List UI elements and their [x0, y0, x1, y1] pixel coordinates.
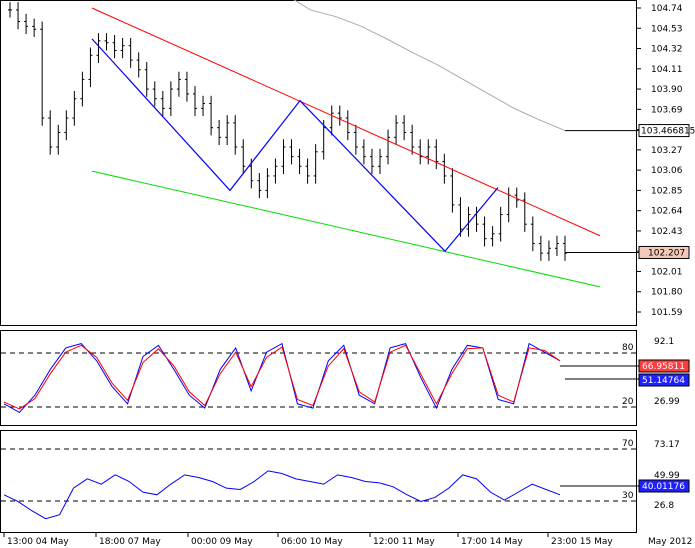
price-y-tick-label: 102.43: [651, 227, 683, 237]
x-tick-label: 13:00 04 May: [7, 537, 69, 547]
x-axis: 13:00 04 May 18:00 07 May 00:00 09 May 06:0…: [3, 533, 613, 547]
rsi-level-label: 70: [622, 439, 634, 449]
price-y-tick-label: 104.53: [651, 24, 683, 34]
current-price-box: [638, 245, 690, 259]
moving-average-line: [293, 0, 566, 132]
price-y-tick-label: 102.01: [651, 267, 683, 277]
price-y-tick-label: 102.64: [651, 207, 683, 217]
zigzag-pattern-line: [91, 38, 499, 253]
x-tick-label: 17:00 14 May: [461, 537, 523, 547]
rsi-value-box: [638, 479, 690, 493]
price-y-tick-label: 103.06: [651, 166, 683, 176]
stoch-k-line: [3, 342, 561, 414]
rsi-y-tick-label: 49.99: [654, 471, 680, 481]
stoch-d-line: [3, 344, 561, 410]
rsi-level-label: 30: [622, 491, 634, 501]
channel-lower-line: [91, 170, 601, 288]
current-price-value: 102.207: [648, 248, 685, 258]
price-panel-frame: [0, 0, 637, 326]
price-panel: 104.74 104.53 104.32 104.11 103.90 103.69 103.…: [8, 0, 695, 318]
price-y-tick-label: 103.69: [651, 105, 683, 115]
stoch-level-label: 20: [622, 397, 634, 407]
rsi-value: 40.01176: [642, 482, 685, 492]
stoch-y-tick-label: 26.99: [654, 397, 680, 407]
stoch-d-value: 66.95811: [642, 362, 685, 372]
x-tick-label: 12:00 11 May: [373, 537, 435, 547]
rsi-line: [3, 470, 561, 520]
price-y-tick-label: 103.90: [651, 85, 683, 95]
x-tick-label: 23:00 15 May: [551, 537, 613, 547]
price-y-tick-label: 104.32: [651, 45, 683, 55]
rsi-y-tick-label: 26.8: [654, 501, 674, 511]
price-y-tick-label: 101.59: [651, 308, 683, 318]
x-tick-label: 00:00 09 May: [191, 537, 253, 547]
stoch-k-box: [638, 373, 690, 387]
price-y-tick-label: 103.27: [651, 146, 683, 156]
price-y-tick-label: 104.11: [651, 65, 683, 75]
corner-label: May 2012: [648, 537, 692, 547]
rsi-panel: 70 30 73.17 49.99 26.8 40.01176: [1, 439, 690, 520]
stochastic-panel: 80 20 92.1 26.99 66.95811 51.14764: [1, 337, 690, 414]
rsi-panel-frame: [0, 430, 637, 533]
stoch-k-value: 51.14764: [642, 376, 685, 386]
channel-upper-line: [91, 7, 601, 237]
stoch-level-label: 80: [622, 343, 634, 353]
stoch-d-box: [638, 359, 690, 373]
price-y-tick-label: 101.80: [651, 288, 683, 298]
price-y-tick-label: 102.85: [651, 186, 683, 196]
price-y-tick-label: 104.74: [651, 4, 683, 14]
x-tick-label: 18:00 07 May: [99, 537, 161, 547]
x-tick-label: 06:00 10 May: [281, 537, 343, 547]
ma-label-value: 103.466815: [641, 127, 695, 137]
rsi-y-tick-label: 73.17: [654, 440, 680, 450]
ma-label-box: [638, 124, 690, 138]
stoch-y-tick-label: 92.1: [654, 337, 674, 347]
stochastic-panel-frame: [0, 330, 637, 426]
